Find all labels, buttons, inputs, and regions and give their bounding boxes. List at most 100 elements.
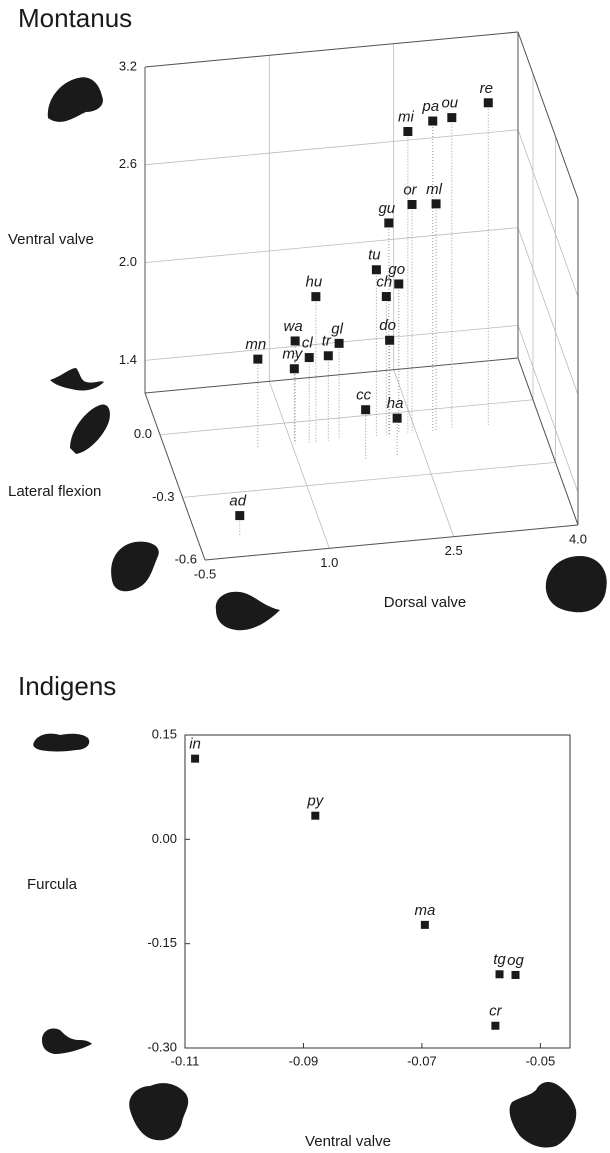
x-tick-label: -0.5 bbox=[194, 566, 216, 581]
silhouette bbox=[216, 592, 280, 631]
silhouette bbox=[510, 1082, 577, 1148]
point bbox=[311, 812, 319, 820]
y-axis-label: Lateral flexion bbox=[8, 483, 101, 500]
y-axis-label: Furcula bbox=[27, 876, 78, 893]
point bbox=[385, 336, 394, 345]
point bbox=[447, 113, 456, 122]
point bbox=[428, 117, 437, 126]
box-edge bbox=[145, 393, 205, 560]
point-label: og bbox=[507, 952, 524, 969]
x-tick-label: 4.0 bbox=[569, 531, 587, 546]
point-label: ml bbox=[426, 181, 442, 198]
z-tick-label: 2.0 bbox=[119, 254, 137, 269]
x-tick-label: 2.5 bbox=[445, 543, 463, 558]
point-label: cr bbox=[489, 1003, 503, 1020]
point-label: wa bbox=[284, 318, 303, 335]
x-tick-label: -0.07 bbox=[407, 1053, 437, 1068]
grid-line bbox=[518, 228, 578, 395]
point bbox=[496, 970, 504, 978]
point bbox=[235, 511, 244, 520]
point-label: or bbox=[403, 181, 417, 198]
figure: Montanus Ventral valve Lateral flexion D… bbox=[0, 0, 610, 1153]
point-label: hu bbox=[306, 274, 323, 291]
point-label: cl bbox=[302, 335, 314, 352]
z-tick-label: 2.6 bbox=[119, 156, 137, 171]
point-label: tr bbox=[322, 333, 332, 350]
silhouette bbox=[48, 77, 103, 122]
point bbox=[408, 200, 417, 209]
silhouette bbox=[33, 734, 89, 752]
point bbox=[432, 199, 441, 208]
y-tick-label: 0.0 bbox=[134, 426, 152, 441]
y-tick-label: 0.00 bbox=[152, 831, 177, 846]
box-edge bbox=[205, 525, 578, 560]
point-label: tg bbox=[493, 951, 506, 968]
y-tick-label: 0.15 bbox=[152, 726, 177, 741]
point-label: in bbox=[189, 736, 201, 753]
y-tick-label: -0.3 bbox=[152, 489, 174, 504]
grid-line bbox=[518, 130, 578, 297]
silhouette bbox=[129, 1083, 188, 1140]
point bbox=[491, 1022, 499, 1030]
grid-line bbox=[160, 400, 533, 435]
silhouette bbox=[70, 405, 110, 454]
point bbox=[484, 98, 493, 107]
point bbox=[393, 414, 402, 423]
point bbox=[191, 755, 199, 763]
point bbox=[324, 351, 333, 360]
point-label: ou bbox=[441, 95, 458, 112]
x-axis-label: Ventral valve bbox=[305, 1133, 391, 1150]
x-tick-label: -0.11 bbox=[171, 1053, 200, 1068]
point-label: py bbox=[306, 793, 324, 810]
z-tick-label: 3.2 bbox=[119, 58, 137, 73]
point bbox=[290, 364, 299, 373]
point-label: do bbox=[379, 317, 396, 334]
point bbox=[403, 127, 412, 136]
point-label: mn bbox=[245, 336, 266, 353]
point bbox=[305, 353, 314, 362]
point-label: ch bbox=[376, 274, 392, 291]
x-tick-label: -0.09 bbox=[289, 1053, 319, 1068]
y-tick-label: -0.15 bbox=[147, 935, 177, 950]
x-tick-label: 1.0 bbox=[320, 555, 338, 570]
point bbox=[382, 292, 391, 301]
point-label: ha bbox=[387, 395, 404, 412]
silhouette bbox=[42, 1028, 92, 1054]
point-label: tu bbox=[368, 247, 381, 264]
point-label: gu bbox=[378, 200, 395, 217]
chart-title: Indigens bbox=[18, 671, 116, 701]
point bbox=[311, 292, 320, 301]
point-label: ad bbox=[229, 493, 246, 510]
grid-line bbox=[269, 381, 329, 548]
y-tick-label: -0.30 bbox=[147, 1039, 177, 1054]
silhouette bbox=[50, 368, 104, 391]
point bbox=[512, 971, 520, 979]
point-label: pa bbox=[421, 98, 439, 115]
point-label: mi bbox=[398, 108, 414, 125]
grid-line bbox=[145, 130, 518, 165]
grid-line bbox=[518, 325, 578, 492]
z-axis-label: Ventral valve bbox=[8, 231, 94, 248]
point-label: gl bbox=[331, 320, 343, 337]
chart-title: Montanus bbox=[18, 3, 132, 33]
box-edge bbox=[145, 32, 518, 67]
point bbox=[335, 339, 344, 348]
x-tick-label: -0.05 bbox=[526, 1053, 556, 1068]
x-axis-label: Dorsal valve bbox=[384, 594, 467, 611]
z-tick-label: 1.4 bbox=[119, 352, 137, 367]
box-edge bbox=[518, 32, 578, 199]
box-edge bbox=[518, 358, 578, 525]
plot-frame bbox=[185, 735, 570, 1048]
point bbox=[384, 218, 393, 227]
point bbox=[291, 336, 300, 345]
point bbox=[421, 921, 429, 929]
box-edge bbox=[145, 358, 518, 393]
y-tick-label: -0.6 bbox=[175, 551, 197, 566]
point bbox=[394, 279, 403, 288]
point-label: re bbox=[480, 80, 493, 97]
point-label: my bbox=[282, 346, 303, 363]
silhouette bbox=[546, 556, 607, 612]
silhouette bbox=[111, 542, 159, 592]
point bbox=[253, 355, 262, 364]
grid-line bbox=[145, 228, 518, 263]
